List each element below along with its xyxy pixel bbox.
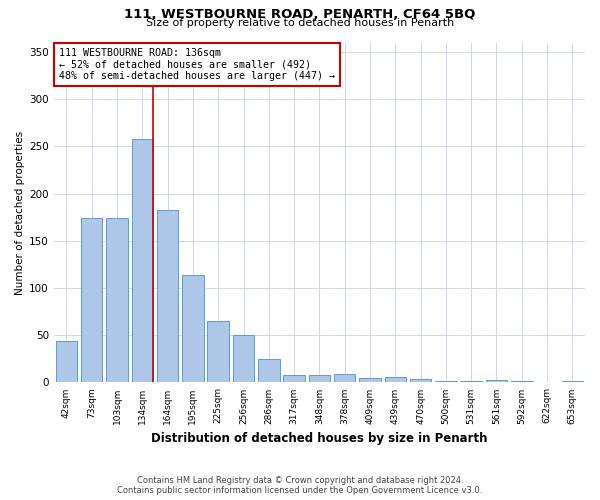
Text: 111, WESTBOURNE ROAD, PENARTH, CF64 5BQ: 111, WESTBOURNE ROAD, PENARTH, CF64 5BQ	[124, 8, 476, 20]
Bar	[106, 218, 128, 382]
Bar	[435, 380, 457, 382]
Bar	[562, 380, 583, 382]
Bar	[81, 218, 103, 382]
Text: Size of property relative to detached houses in Penarth: Size of property relative to detached ho…	[146, 18, 454, 28]
Bar	[334, 374, 355, 382]
Bar	[182, 275, 203, 382]
Bar	[157, 210, 178, 382]
Bar	[385, 377, 406, 382]
Bar	[208, 321, 229, 382]
Y-axis label: Number of detached properties: Number of detached properties	[15, 130, 25, 294]
Bar	[56, 341, 77, 382]
Bar	[283, 375, 305, 382]
Bar	[486, 380, 507, 382]
Bar	[258, 359, 280, 382]
Text: 111 WESTBOURNE ROAD: 136sqm
← 52% of detached houses are smaller (492)
48% of se: 111 WESTBOURNE ROAD: 136sqm ← 52% of det…	[59, 48, 335, 81]
Bar	[460, 380, 482, 382]
Bar	[308, 375, 330, 382]
Text: Contains HM Land Registry data © Crown copyright and database right 2024.
Contai: Contains HM Land Registry data © Crown c…	[118, 476, 482, 495]
Bar	[359, 378, 381, 382]
Bar	[131, 139, 153, 382]
Bar	[410, 378, 431, 382]
Bar	[233, 335, 254, 382]
X-axis label: Distribution of detached houses by size in Penarth: Distribution of detached houses by size …	[151, 432, 488, 445]
